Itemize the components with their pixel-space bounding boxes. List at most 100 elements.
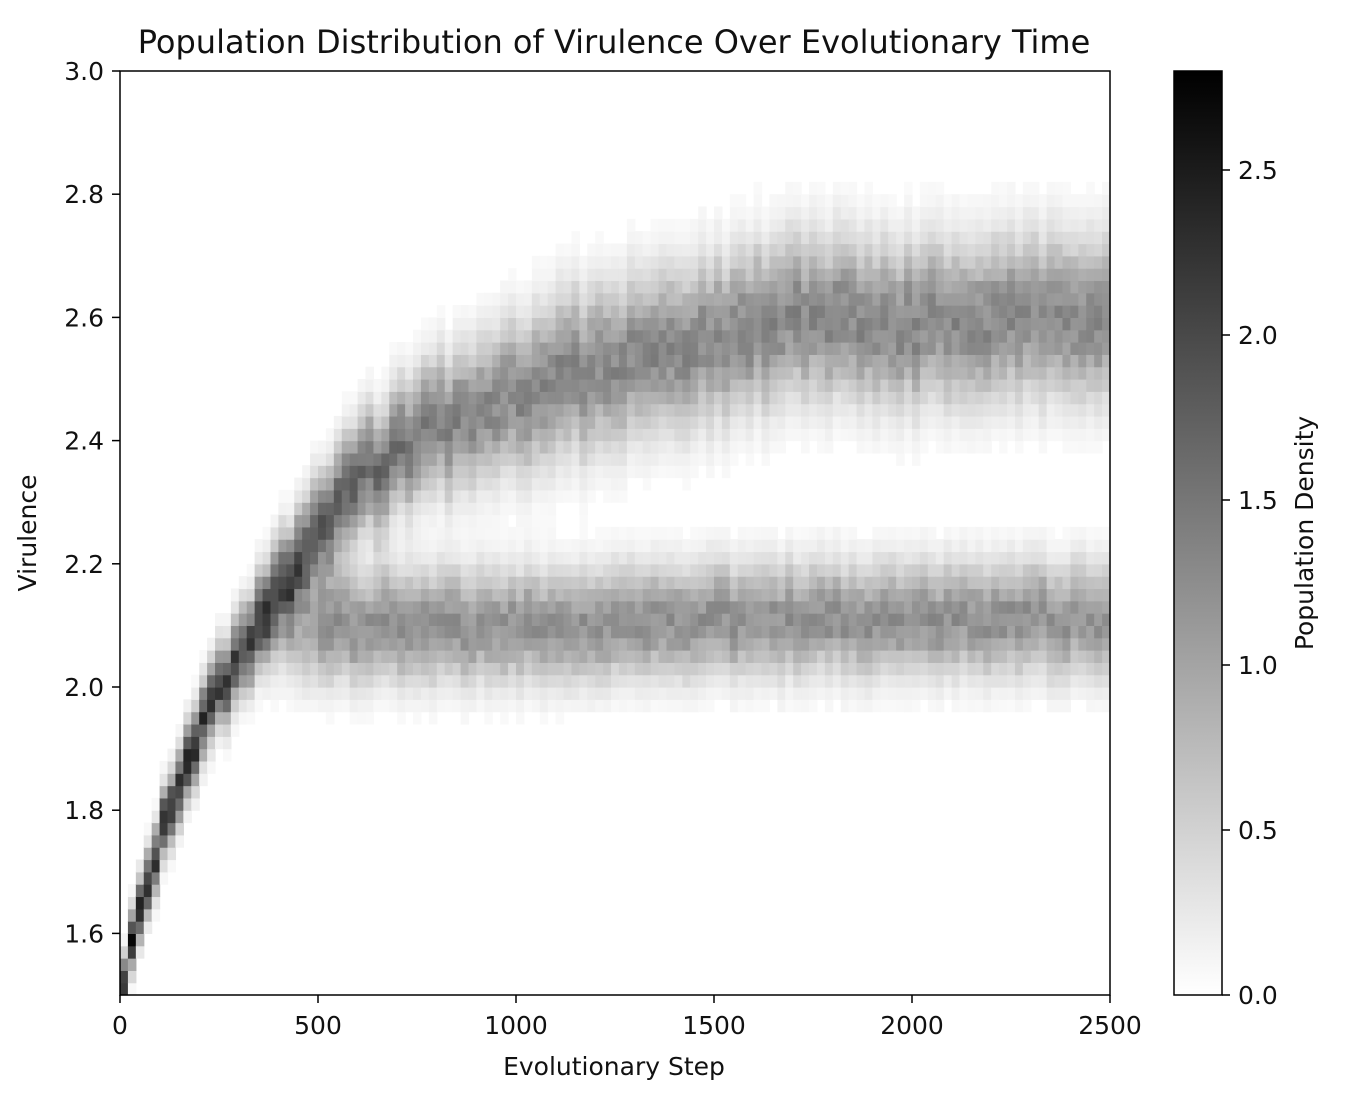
heatmap-cell bbox=[816, 231, 826, 245]
heatmap-cell bbox=[983, 526, 992, 540]
heatmap-cell bbox=[801, 329, 810, 343]
heatmap-cell bbox=[595, 600, 604, 614]
heatmap-cell bbox=[333, 440, 343, 454]
heatmap-cell bbox=[975, 526, 984, 540]
heatmap-cell bbox=[809, 243, 818, 257]
heatmap-cell bbox=[310, 613, 319, 626]
heatmap-cell bbox=[706, 440, 715, 454]
heatmap-cell bbox=[856, 674, 866, 688]
heatmap-cell bbox=[270, 650, 279, 663]
heatmap-cell bbox=[508, 588, 517, 602]
heatmap-cell bbox=[801, 317, 810, 331]
heatmap-cell bbox=[1078, 354, 1087, 368]
heatmap-cell bbox=[547, 428, 557, 442]
heatmap-cell bbox=[341, 428, 351, 442]
heatmap-cell bbox=[1062, 563, 1071, 577]
heatmap-cell bbox=[951, 674, 961, 688]
heatmap-cell bbox=[904, 650, 913, 663]
heatmap-cell bbox=[991, 243, 1000, 257]
heatmap-cell bbox=[856, 391, 866, 405]
heatmap-cell bbox=[991, 563, 1000, 577]
heatmap-cell bbox=[896, 539, 905, 553]
heatmap-cell bbox=[1054, 305, 1064, 318]
heatmap-cell bbox=[420, 317, 430, 331]
heatmap-cell bbox=[1038, 415, 1048, 429]
heatmap-cell bbox=[1046, 379, 1056, 392]
heatmap-cell bbox=[1007, 539, 1016, 553]
heatmap-cell bbox=[1022, 526, 1032, 540]
heatmap-cell bbox=[729, 551, 739, 565]
heatmap-cell bbox=[904, 428, 913, 442]
heatmap-cell bbox=[721, 292, 731, 306]
heatmap-cell bbox=[460, 711, 470, 725]
heatmap-cell bbox=[729, 600, 739, 614]
heatmap-cell bbox=[935, 292, 945, 306]
heatmap-cell bbox=[579, 600, 588, 614]
heatmap-cell bbox=[413, 687, 422, 700]
heatmap-cell bbox=[618, 255, 628, 269]
heatmap-cell bbox=[769, 687, 778, 700]
heatmap-cell bbox=[809, 268, 818, 282]
heatmap-cell bbox=[951, 428, 961, 442]
heatmap-cell bbox=[365, 403, 375, 417]
heatmap-cell bbox=[816, 194, 826, 208]
heatmap-cell bbox=[516, 613, 525, 626]
heatmap-cell bbox=[896, 403, 905, 417]
heatmap-cell bbox=[951, 563, 961, 577]
heatmap-cell bbox=[452, 526, 462, 540]
heatmap-cell bbox=[428, 391, 438, 405]
heatmap-cell bbox=[587, 699, 596, 713]
heatmap-cell bbox=[547, 477, 557, 491]
heatmap-cell bbox=[452, 637, 462, 651]
heatmap-cell bbox=[531, 317, 541, 331]
heatmap-cell bbox=[151, 847, 161, 861]
heatmap-cell bbox=[120, 970, 129, 984]
heatmap-cell bbox=[531, 687, 541, 700]
heatmap-cell bbox=[1007, 354, 1016, 368]
heatmap-cell bbox=[634, 637, 644, 651]
heatmap-cell bbox=[737, 255, 747, 269]
heatmap-cell bbox=[991, 268, 1000, 282]
heatmap-cell bbox=[975, 243, 984, 257]
heatmap-cell bbox=[460, 465, 470, 479]
heatmap-cell bbox=[935, 563, 945, 577]
heatmap-cell bbox=[745, 415, 755, 429]
heatmap-cell bbox=[1014, 366, 1024, 380]
heatmap-cell bbox=[729, 674, 739, 688]
heatmap-cell bbox=[714, 342, 723, 355]
heatmap-cell bbox=[531, 452, 541, 466]
heatmap-cell bbox=[967, 280, 976, 294]
heatmap-cell bbox=[436, 637, 446, 651]
heatmap-cell bbox=[951, 329, 961, 343]
heatmap-cell bbox=[658, 268, 668, 282]
heatmap-cell bbox=[872, 637, 881, 651]
heatmap-cell bbox=[555, 637, 565, 651]
heatmap-cell bbox=[484, 354, 493, 368]
heatmap-cell bbox=[207, 736, 216, 750]
heatmap-cell bbox=[690, 687, 699, 700]
heatmap-cell bbox=[919, 218, 929, 232]
heatmap-cell bbox=[262, 551, 272, 565]
heatmap-cell bbox=[761, 329, 771, 343]
heatmap-cell bbox=[801, 662, 810, 676]
heatmap-cell bbox=[927, 699, 937, 713]
heatmap-cell bbox=[1022, 292, 1032, 306]
heatmap-cell bbox=[539, 465, 549, 479]
heatmap-cell bbox=[674, 403, 683, 417]
heatmap-cell bbox=[896, 391, 905, 405]
heatmap-cell bbox=[626, 465, 636, 479]
heatmap-cell bbox=[500, 576, 509, 590]
heatmap-cell bbox=[721, 613, 731, 626]
heatmap-cell bbox=[484, 489, 493, 503]
heatmap-cell bbox=[666, 625, 675, 639]
heatmap-cell bbox=[729, 440, 739, 454]
heatmap-cell bbox=[967, 613, 976, 626]
heatmap-cell bbox=[864, 231, 873, 245]
heatmap-cell bbox=[674, 366, 683, 380]
heatmap-cell bbox=[761, 551, 771, 565]
heatmap-cell bbox=[1007, 637, 1016, 651]
heatmap-cell bbox=[302, 477, 311, 491]
heatmap-cell bbox=[658, 687, 668, 700]
heatmap-cell bbox=[452, 428, 462, 442]
heatmap-cell bbox=[230, 588, 240, 602]
